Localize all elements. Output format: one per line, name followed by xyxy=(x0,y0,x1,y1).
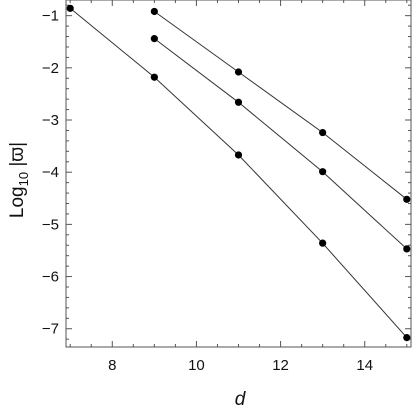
data-point xyxy=(403,334,411,342)
y-axis-label: Log10 |ϖ| xyxy=(7,142,31,218)
data-point xyxy=(403,195,411,203)
y-tick-label: −3 xyxy=(42,112,59,129)
axis-ticks xyxy=(66,0,411,347)
plot-frame xyxy=(65,0,412,348)
y-tick-label: −6 xyxy=(42,269,59,286)
y-axis-label-suffix: |ϖ| xyxy=(7,142,28,172)
series-points xyxy=(66,4,411,342)
data-point xyxy=(150,73,158,81)
data-point xyxy=(234,68,243,76)
x-tick-label: 12 xyxy=(272,357,289,374)
data-point xyxy=(150,35,158,43)
series-line-3 xyxy=(69,7,408,338)
data-point xyxy=(319,168,327,176)
y-tick-label: −5 xyxy=(42,216,59,233)
axis-tick-labels: 8 10 12 14 −1 −2 −3 −4 −5 −6 −7 xyxy=(42,8,373,374)
y-tick-label: −1 xyxy=(42,8,59,25)
series-line-1 xyxy=(154,11,408,200)
y-tick-label: −2 xyxy=(42,60,59,77)
x-axis-label: d xyxy=(235,389,247,410)
y-axis-label-subscript: 10 xyxy=(16,172,31,186)
x-tick-label: 10 xyxy=(188,357,205,374)
series-lines xyxy=(69,7,408,338)
series-line-2 xyxy=(154,38,408,250)
y-tick-label: −4 xyxy=(42,164,59,181)
data-point xyxy=(403,245,411,253)
data-point xyxy=(319,128,327,137)
data-point xyxy=(66,4,74,12)
y-axis-label-prefix: Log xyxy=(7,186,28,218)
data-point xyxy=(234,151,243,159)
data-point xyxy=(150,7,158,16)
data-point xyxy=(234,98,243,106)
x-tick-label: 14 xyxy=(356,357,373,374)
data-point xyxy=(319,239,327,247)
x-tick-label: 8 xyxy=(108,357,116,374)
y-tick-label: −7 xyxy=(42,321,59,338)
